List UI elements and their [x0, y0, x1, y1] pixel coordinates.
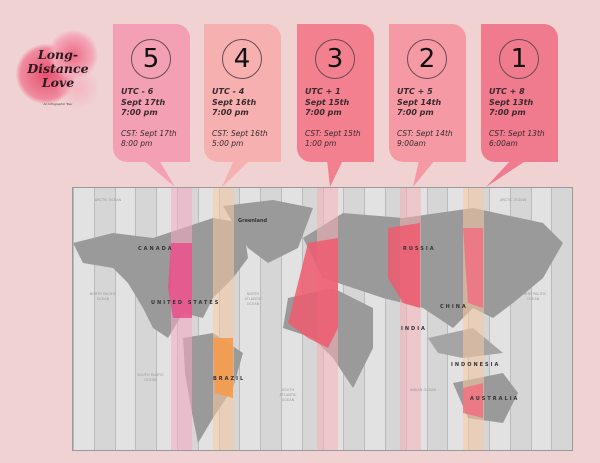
cst-clock: 5:00 pm	[212, 139, 244, 148]
utc-offset: UTC - 6	[121, 87, 154, 96]
region-utc-plus-8	[463, 228, 483, 418]
cst-date: CST: Sept 16th	[212, 128, 268, 138]
cst-date: CST: Sept 15th	[305, 128, 361, 138]
label-russia: RUSSIA	[403, 246, 436, 252]
step-number-circle: 5	[131, 39, 171, 79]
utc-offset: UTC - 4	[212, 87, 245, 96]
cst-time: CST: Sept 17th 8:00 pm	[121, 129, 190, 150]
step-number-circle: 3	[315, 39, 355, 79]
region-utc-plus-5	[388, 223, 420, 308]
timezone-card-3: 3 UTC + 1 Sept 15th 7:00 pm CST: Sept 15th…	[297, 24, 374, 162]
local-clock: 7:00 pm	[397, 108, 434, 117]
label-greenland: Greenland	[238, 218, 268, 224]
speech-tail	[0, 160, 600, 190]
timezone-card-4: 4 UTC - 4 Sept 16th 7:00 pm CST: Sept 16th…	[204, 24, 281, 162]
local-date: Sept 14th	[397, 97, 442, 107]
cst-date: CST: Sept 14th	[397, 128, 453, 138]
north-america-shape	[73, 218, 248, 338]
speech-tail	[0, 160, 600, 190]
label-ocean: ARCTIC OCEAN	[94, 198, 122, 202]
region-utc-minus-6	[168, 243, 192, 318]
timezone-card-1: 1 UTC + 8 Sept 13th 7:00 pm CST: Sept 13th…	[481, 24, 558, 162]
local-clock: 7:00 pm	[212, 108, 249, 117]
cst-clock: 1:00 pm	[305, 139, 337, 148]
local-clock: 7:00 pm	[121, 108, 158, 117]
region-utc-minus-4	[213, 338, 233, 398]
label-indonesia: INDONESIA	[451, 362, 501, 368]
label-ocean: SOUTH PACIFIC OCEAN	[137, 373, 164, 382]
logo-title: Long- Distance Love	[18, 48, 98, 90]
label-australia: AUSTRALIA	[470, 396, 520, 402]
cst-time: CST: Sept 16th 5:00 pm	[212, 129, 281, 150]
cst-time: CST: Sept 14th 9:00am	[397, 129, 466, 150]
label-ocean: SOUTH ATLANTIC OCEAN	[279, 388, 297, 402]
label-china: CHINA	[440, 304, 468, 310]
utc-offset: UTC + 1	[305, 87, 341, 96]
world-timezone-map: CANADA UNITED STATES BRAZIL RUSSIA CHINA…	[72, 187, 573, 451]
local-date: Sept 17th	[121, 97, 166, 107]
logo-title-line: Long-	[37, 47, 79, 62]
utc-offset: UTC + 5	[397, 87, 433, 96]
greenland-shape	[223, 200, 313, 263]
local-time: UTC + 1 Sept 15th 7:00 pm	[305, 87, 374, 119]
timezone-card-2: 2 UTC + 5 Sept 14th 7:00 pm CST: Sept 14th…	[389, 24, 466, 162]
logo-subtitle: An Infographic Tour	[43, 102, 73, 106]
eurasia-shape	[303, 208, 563, 328]
label-canada: CANADA	[138, 246, 174, 252]
region-utc-plus-1	[288, 238, 338, 348]
step-number-circle: 1	[499, 39, 539, 79]
cst-clock: 6:00am	[489, 139, 518, 148]
label-united-states: UNITED STATES	[151, 300, 221, 306]
label-ocean: NORTH PACIFIC OCEAN	[519, 292, 547, 301]
label-india: INDIA	[401, 326, 427, 332]
local-time: UTC - 4 Sept 16th 7:00 pm	[212, 87, 281, 119]
local-date: Sept 15th	[305, 97, 350, 107]
speech-tail	[0, 160, 600, 190]
cst-time: CST: Sept 15th 1:00 pm	[305, 129, 374, 150]
local-clock: 7:00 pm	[489, 108, 526, 117]
local-time: UTC - 6 Sept 17th 7:00 pm	[121, 87, 190, 119]
cst-time: CST: Sept 13th 6:00am	[489, 129, 558, 150]
step-number-circle: 2	[407, 39, 447, 79]
cst-clock: 9:00am	[397, 139, 426, 148]
local-clock: 7:00 pm	[305, 108, 342, 117]
logo-title-line: Distance	[27, 61, 89, 76]
highlighted-regions	[168, 223, 483, 418]
cst-clock: 8:00 pm	[121, 139, 153, 148]
cst-date: CST: Sept 13th	[489, 128, 545, 138]
label-ocean: NORTH PACIFIC OCEAN	[89, 292, 117, 301]
logo-title-line: Love	[41, 75, 75, 90]
utc-offset: UTC + 8	[489, 87, 525, 96]
speech-tail	[0, 160, 600, 190]
label-brazil: BRAZIL	[213, 376, 246, 382]
timezone-card-5: 5 UTC - 6 Sept 17th 7:00 pm CST: Sept 17th…	[113, 24, 190, 162]
local-date: Sept 13th	[489, 97, 534, 107]
local-date: Sept 16th	[212, 97, 257, 107]
local-time: UTC + 8 Sept 13th 7:00 pm	[489, 87, 558, 119]
cst-date: CST: Sept 17th	[121, 128, 177, 138]
label-ocean: INDIAN OCEAN	[410, 388, 436, 392]
label-ocean: NORTH ATLANTIC OCEAN	[244, 292, 262, 306]
logo: Long- Distance Love An Infographic Tour	[8, 26, 108, 121]
local-time: UTC + 5 Sept 14th 7:00 pm	[397, 87, 466, 119]
speech-tail	[0, 160, 600, 190]
step-number-circle: 4	[222, 39, 262, 79]
label-ocean: ARCTIC OCEAN	[499, 198, 527, 202]
